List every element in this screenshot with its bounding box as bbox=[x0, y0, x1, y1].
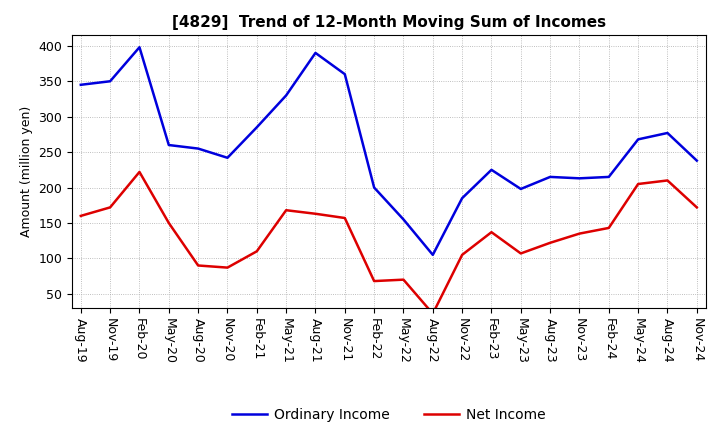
Ordinary Income bbox=[135, 44, 144, 50]
Ordinary Income bbox=[194, 146, 202, 151]
Net Income bbox=[487, 230, 496, 235]
Ordinary Income bbox=[106, 79, 114, 84]
Ordinary Income bbox=[487, 167, 496, 172]
Ordinary Income bbox=[223, 155, 232, 161]
Ordinary Income bbox=[282, 93, 290, 98]
Net Income bbox=[663, 178, 672, 183]
Net Income bbox=[282, 208, 290, 213]
Legend: Ordinary Income, Net Income: Ordinary Income, Net Income bbox=[227, 402, 551, 427]
Net Income bbox=[223, 265, 232, 270]
Net Income bbox=[253, 249, 261, 254]
Net Income bbox=[341, 215, 349, 220]
Ordinary Income bbox=[546, 174, 554, 180]
Line: Ordinary Income: Ordinary Income bbox=[81, 47, 697, 255]
Line: Net Income: Net Income bbox=[81, 172, 697, 314]
Net Income bbox=[546, 240, 554, 246]
Net Income bbox=[194, 263, 202, 268]
Net Income bbox=[634, 181, 642, 187]
Net Income bbox=[605, 225, 613, 231]
Net Income bbox=[76, 213, 85, 219]
Ordinary Income bbox=[428, 252, 437, 257]
Ordinary Income bbox=[605, 174, 613, 180]
Ordinary Income bbox=[76, 82, 85, 88]
Net Income bbox=[428, 311, 437, 316]
Ordinary Income bbox=[370, 185, 379, 190]
Ordinary Income bbox=[458, 195, 467, 201]
Y-axis label: Amount (million yen): Amount (million yen) bbox=[20, 106, 33, 237]
Ordinary Income bbox=[575, 176, 584, 181]
Ordinary Income bbox=[311, 50, 320, 55]
Net Income bbox=[135, 169, 144, 175]
Net Income bbox=[311, 211, 320, 216]
Net Income bbox=[164, 220, 173, 226]
Net Income bbox=[370, 279, 379, 284]
Ordinary Income bbox=[516, 186, 525, 191]
Net Income bbox=[516, 251, 525, 256]
Ordinary Income bbox=[634, 137, 642, 142]
Net Income bbox=[458, 252, 467, 257]
Ordinary Income bbox=[663, 130, 672, 136]
Ordinary Income bbox=[341, 72, 349, 77]
Net Income bbox=[106, 205, 114, 210]
Ordinary Income bbox=[253, 125, 261, 130]
Net Income bbox=[575, 231, 584, 236]
Title: [4829]  Trend of 12-Month Moving Sum of Incomes: [4829] Trend of 12-Month Moving Sum of I… bbox=[172, 15, 606, 30]
Ordinary Income bbox=[164, 143, 173, 148]
Ordinary Income bbox=[693, 158, 701, 163]
Ordinary Income bbox=[399, 217, 408, 222]
Net Income bbox=[399, 277, 408, 282]
Net Income bbox=[693, 205, 701, 210]
